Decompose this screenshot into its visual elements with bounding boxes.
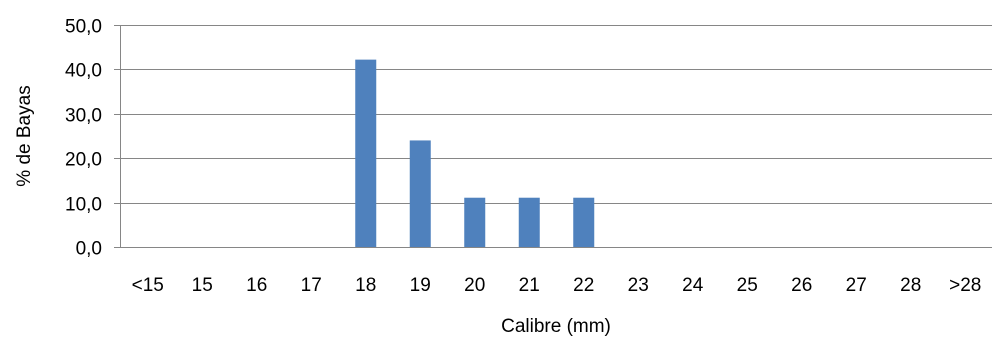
bar-19 [409,140,431,247]
bar-20 [464,197,486,247]
bars [355,59,595,247]
bar-18 [355,59,377,247]
x-tick-label: 28 [900,275,921,296]
x-tick-label: 26 [791,275,812,296]
x-tick-label: 21 [519,275,540,296]
y-tick-label: 10,0 [65,195,102,216]
bar-22 [573,197,595,247]
y-tick-label: 20,0 [65,150,102,171]
x-tick-label: 19 [410,275,431,296]
y-tick-label: 0,0 [76,239,102,260]
y-tick-label: 40,0 [65,61,102,82]
x-tick-label: 15 [192,275,213,296]
x-tick-label: <15 [132,275,164,296]
y-axis-title: % de Bayas [14,85,35,186]
gridlines [114,25,992,248]
x-tick-label: 25 [737,275,758,296]
x-tick-label: 23 [628,275,649,296]
x-tick-label: 27 [846,275,867,296]
y-tick-labels: 0,0 10,0 20,0 30,0 40,0 50,0 [65,17,102,260]
x-tick-label: 20 [464,275,485,296]
x-tick-label: >28 [949,275,981,296]
x-tick-label: 22 [573,275,594,296]
x-axis-title: Calibre (mm) [501,316,611,337]
y-tick-label: 30,0 [65,106,102,127]
x-tick-label: 18 [355,275,376,296]
x-tick-label: 17 [301,275,322,296]
x-tick-labels: <15 15 16 17 18 19 20 21 22 23 24 25 26 27 28 >28 [132,275,982,296]
x-tick-label: 16 [246,275,267,296]
x-tick-label: 24 [682,275,704,296]
bar-21 [518,197,540,247]
y-tick-label: 50,0 [65,17,102,38]
